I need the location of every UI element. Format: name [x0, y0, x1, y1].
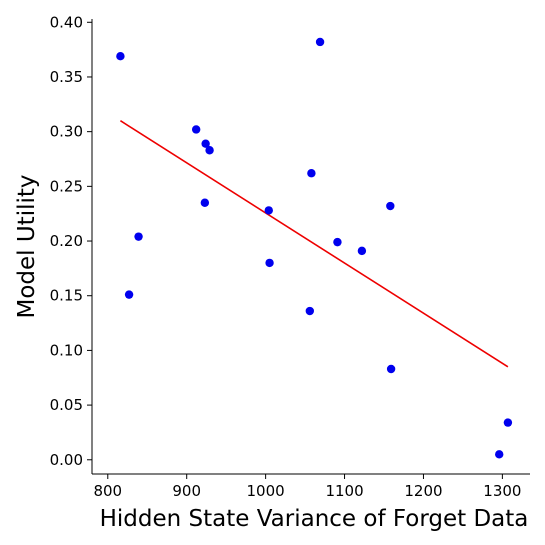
x-tick-label: 1000 [247, 482, 285, 500]
data-point [386, 201, 395, 211]
data-point [305, 306, 315, 316]
y-tick-label: 0.20 [50, 232, 83, 250]
y-tick-label: 0.25 [50, 177, 83, 195]
y-tick-label: 0.40 [50, 13, 83, 31]
y-tick-label: 0.30 [50, 123, 83, 141]
data-point [386, 364, 396, 374]
data-point [205, 146, 214, 155]
data-point [134, 232, 143, 241]
data-point [495, 450, 504, 459]
axis-labels: Hidden State Variance of Forget Data Mode… [14, 174, 528, 532]
data-point [264, 206, 273, 215]
data-point [333, 237, 342, 247]
regression-line [119, 120, 509, 368]
x-tick-label: 1100 [325, 482, 363, 500]
y-tick-label: 0.05 [50, 396, 83, 414]
y-tick-label: 0.35 [50, 68, 83, 86]
y-axis-title: Model Utility [14, 174, 40, 318]
x-tick-label: 1200 [404, 482, 442, 500]
axes: 800 900 1000 1100 1200 1300 0.00 0.05 0.10 0.15 0.… [50, 13, 530, 500]
data-point [200, 198, 210, 207]
x-tick-label: 900 [172, 482, 201, 500]
data-point [265, 258, 274, 268]
data-point [357, 246, 367, 256]
x-tick-label: 800 [93, 482, 122, 500]
y-tick-label: 0.00 [50, 451, 83, 469]
data-point [201, 139, 210, 148]
data-point [124, 290, 134, 299]
y-tick-label: 0.15 [50, 287, 83, 305]
fit-line-group [119, 120, 509, 368]
data-point [307, 169, 316, 178]
data-points [116, 37, 513, 459]
x-tick-label: 1300 [483, 482, 521, 500]
y-tick-label: 0.10 [50, 341, 83, 359]
data-point [191, 125, 201, 134]
data-point [503, 418, 513, 427]
x-axis-title: Hidden State Variance of Forget Data [100, 506, 529, 532]
data-point [315, 37, 325, 47]
data-point [116, 51, 125, 61]
